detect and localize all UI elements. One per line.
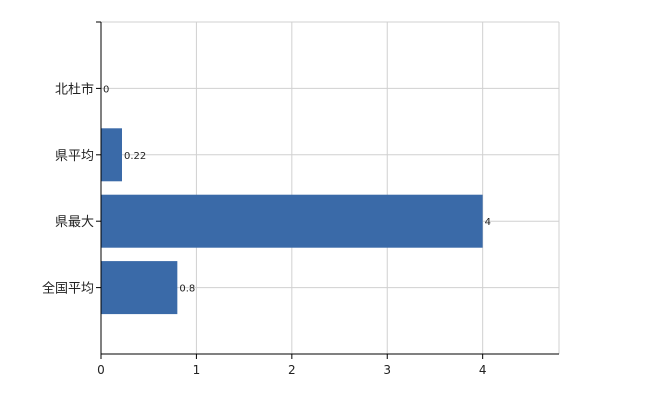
- x-tick-label: 0: [97, 363, 105, 377]
- bars: [101, 128, 483, 315]
- x-tick-label: 2: [288, 363, 296, 377]
- data-label: 0.8: [179, 284, 195, 295]
- x-tick-label: 1: [193, 363, 201, 377]
- data-label: 0.22: [124, 151, 146, 162]
- x-tick-label: 4: [479, 363, 487, 377]
- category-label: 県平均: [55, 149, 94, 164]
- axes: [96, 21, 559, 359]
- bar: [101, 194, 483, 248]
- category-label: 全国平均: [42, 281, 94, 297]
- bar: [101, 261, 178, 315]
- category-label: 県最大: [55, 215, 94, 230]
- data-label: 0: [103, 84, 109, 95]
- x-tick-label: 3: [383, 363, 391, 377]
- bar: [101, 128, 122, 182]
- category-label: 北杜市: [55, 81, 94, 97]
- data-label: 4: [485, 217, 491, 228]
